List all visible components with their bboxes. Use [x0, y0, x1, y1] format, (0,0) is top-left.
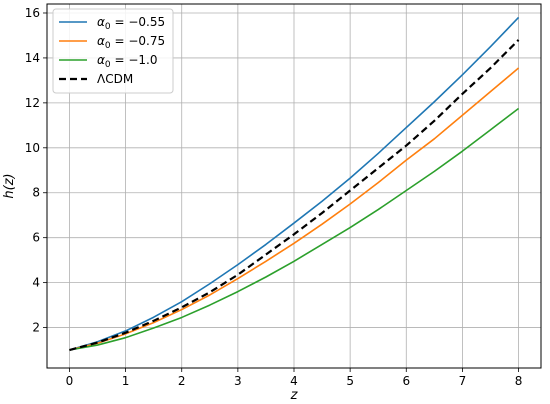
x-tick-label: 6 [402, 374, 410, 388]
series-line-0 [69, 16, 520, 351]
x-tick-label: 7 [459, 374, 467, 388]
legend-label: α0 = −1.0 [97, 53, 157, 70]
y-tick-label: 16 [25, 6, 40, 20]
x-tick-label: 8 [515, 374, 523, 388]
legend-label: ΛCDM [97, 72, 133, 86]
x-tick-label: 2 [178, 374, 186, 388]
y-tick-label: 14 [25, 51, 40, 65]
y-axis-label: h(z) [2, 173, 17, 198]
y-tick-label: 10 [25, 141, 40, 155]
y-tick-label: 12 [25, 96, 40, 110]
x-tick-label: 5 [346, 374, 354, 388]
x-tick-label: 3 [234, 374, 242, 388]
plot-lines [69, 16, 520, 352]
x-tick-label: 1 [122, 374, 130, 388]
legend-label: α0 = −0.55 [97, 15, 165, 32]
series-line-2 [69, 107, 520, 351]
legend-frame [52, 8, 174, 94]
y-tick-label: 4 [32, 276, 40, 290]
legend: α0 = −0.55 α0 = −0.75 α0 = −1.0 ΛCDM [52, 8, 174, 94]
y-tick-label: 2 [32, 321, 40, 335]
y-tick-label: 6 [32, 231, 40, 245]
grid [47, 4, 541, 368]
series-line-1 [69, 67, 520, 351]
x-axis-label: z [290, 388, 299, 403]
y-tick-label: 8 [32, 186, 40, 200]
series-line-3 [69, 39, 520, 352]
x-tick-label: 4 [290, 374, 298, 388]
legend-label: α0 = −0.75 [97, 34, 165, 51]
x-tick-label: 0 [66, 374, 74, 388]
